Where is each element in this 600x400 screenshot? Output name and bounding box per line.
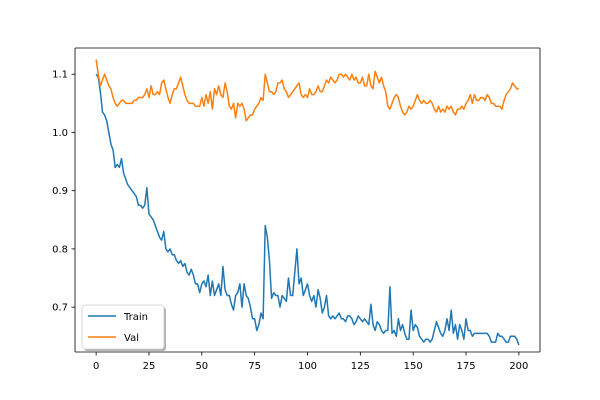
y-tick-label: 0.9 bbox=[52, 186, 68, 197]
series-line-train bbox=[95, 73, 520, 346]
y-tick-label: 0.8 bbox=[52, 244, 68, 255]
legend-label-val: Val bbox=[124, 333, 139, 344]
x-tick-label: 125 bbox=[351, 361, 370, 372]
legend: Train Val bbox=[81, 304, 166, 351]
legend-frame bbox=[81, 304, 165, 350]
x-tick-label: 100 bbox=[298, 361, 317, 372]
axes-background bbox=[75, 48, 540, 352]
x-tick-label: 175 bbox=[456, 361, 475, 372]
x-axis-ticks: 0 25 50 75 100 125 150 175 200 bbox=[93, 352, 528, 372]
x-tick-label: 50 bbox=[195, 361, 208, 372]
x-tick-label: 25 bbox=[143, 361, 156, 372]
y-tick-label: 1.0 bbox=[52, 128, 68, 139]
legend-label-train: Train bbox=[123, 312, 148, 323]
x-tick-label: 75 bbox=[248, 361, 261, 372]
y-tick-label: 1.1 bbox=[52, 70, 68, 81]
x-tick-label: 200 bbox=[509, 361, 528, 372]
x-tick-label: 150 bbox=[404, 361, 423, 372]
series-line-val bbox=[95, 59, 519, 122]
x-tick-label: 0 bbox=[93, 361, 99, 372]
series-layer bbox=[95, 59, 520, 346]
plot-area: 0 25 50 75 100 125 150 175 200 0.7 0.8 0.9 1.0 1.1 T… bbox=[52, 47, 541, 372]
y-tick-label: 0.7 bbox=[52, 303, 68, 314]
y-axis-ticks: 0.7 0.8 0.9 1.0 1.1 bbox=[52, 70, 75, 314]
